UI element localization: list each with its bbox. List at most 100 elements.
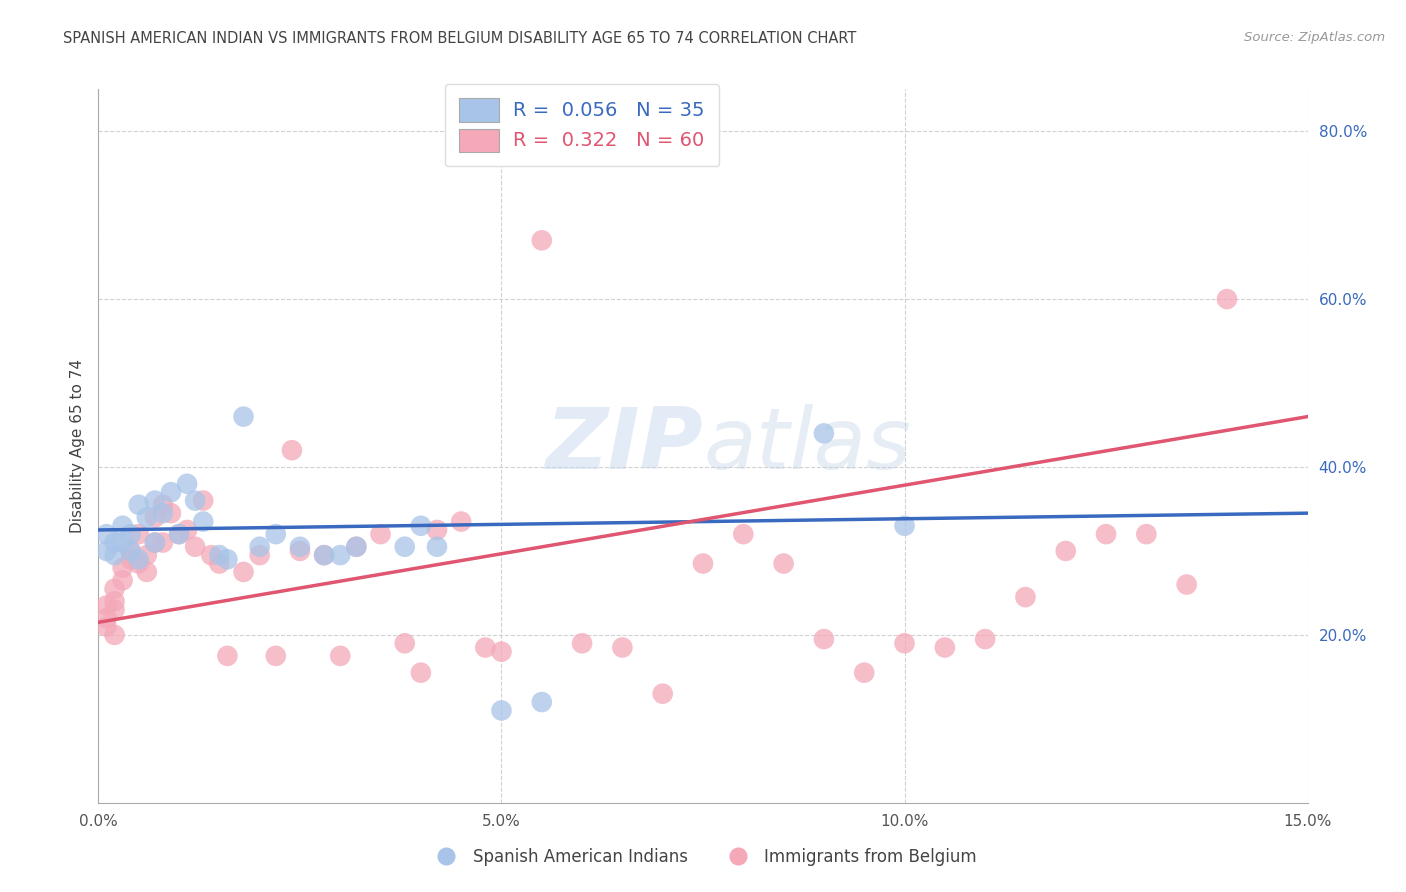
Point [1175, 577, 1198, 591]
Point [135, 565, 157, 579]
Point [120, 552, 142, 566]
Point [232, 409, 254, 424]
Point [394, 636, 416, 650]
Point [184, 493, 207, 508]
Text: ZIP: ZIP [546, 404, 703, 488]
Point [344, 540, 367, 554]
Point [394, 540, 416, 554]
Point [176, 523, 198, 537]
Point [160, 485, 183, 500]
Point [893, 518, 915, 533]
Point [128, 557, 150, 571]
Point [893, 636, 915, 650]
Point [692, 557, 714, 571]
Point [167, 527, 190, 541]
Point [96, 544, 118, 558]
Point [143, 493, 166, 508]
Point [426, 540, 449, 554]
Point [111, 518, 134, 533]
Point [111, 535, 134, 549]
Point [128, 552, 150, 566]
Point [344, 540, 367, 554]
Point [772, 557, 794, 571]
Point [813, 426, 835, 441]
Point [120, 544, 142, 558]
Point [120, 527, 142, 541]
Point [128, 527, 150, 541]
Point [409, 518, 432, 533]
Point [813, 632, 835, 646]
Point [450, 515, 472, 529]
Point [217, 552, 239, 566]
Point [143, 535, 166, 549]
Point [530, 233, 553, 247]
Point [111, 574, 134, 588]
Point [160, 506, 183, 520]
Point [193, 515, 215, 529]
Point [733, 527, 755, 541]
Point [200, 548, 222, 562]
Point [193, 493, 215, 508]
Point [120, 544, 142, 558]
Point [167, 527, 190, 541]
Text: Source: ZipAtlas.com: Source: ZipAtlas.com [1244, 31, 1385, 45]
Point [103, 535, 125, 549]
Point [474, 640, 496, 655]
Point [103, 548, 125, 562]
Point [184, 540, 207, 554]
Point [288, 544, 311, 558]
Point [1054, 544, 1077, 558]
Point [143, 510, 166, 524]
Point [135, 548, 157, 562]
Point [152, 506, 174, 520]
Point [409, 665, 432, 680]
Point [128, 498, 150, 512]
Y-axis label: Disability Age 65 to 74: Disability Age 65 to 74 [69, 359, 84, 533]
Point [103, 603, 125, 617]
Point [176, 476, 198, 491]
Point [103, 582, 125, 596]
Point [370, 527, 392, 541]
Point [1135, 527, 1157, 541]
Legend: Spanish American Indians, Immigrants from Belgium: Spanish American Indians, Immigrants fro… [423, 842, 983, 873]
Point [329, 648, 352, 663]
Point [281, 443, 304, 458]
Point [288, 540, 311, 554]
Text: SPANISH AMERICAN INDIAN VS IMMIGRANTS FROM BELGIUM DISABILITY AGE 65 TO 74 CORRE: SPANISH AMERICAN INDIAN VS IMMIGRANTS FR… [63, 31, 856, 46]
Point [96, 599, 118, 613]
Text: atlas: atlas [703, 404, 911, 488]
Point [96, 527, 118, 541]
Point [152, 498, 174, 512]
Point [264, 527, 287, 541]
Point [1014, 590, 1036, 604]
Point [96, 611, 118, 625]
Point [1216, 292, 1239, 306]
Point [208, 548, 231, 562]
Point [217, 648, 239, 663]
Point [974, 632, 997, 646]
Point [249, 540, 271, 554]
Point [934, 640, 956, 655]
Point [571, 636, 593, 650]
Point [143, 535, 166, 549]
Point [96, 619, 118, 633]
Point [232, 565, 254, 579]
Point [264, 648, 287, 663]
Point [612, 640, 634, 655]
Point [426, 523, 449, 537]
Point [111, 560, 134, 574]
Point [103, 594, 125, 608]
Point [103, 628, 125, 642]
Point [135, 510, 157, 524]
Point [530, 695, 553, 709]
Point [329, 548, 352, 562]
Point [314, 548, 336, 562]
Point [853, 665, 876, 680]
Point [152, 535, 174, 549]
Point [491, 703, 513, 717]
Point [314, 548, 336, 562]
Point [491, 645, 513, 659]
Point [1095, 527, 1118, 541]
Point [208, 557, 231, 571]
Point [651, 687, 673, 701]
